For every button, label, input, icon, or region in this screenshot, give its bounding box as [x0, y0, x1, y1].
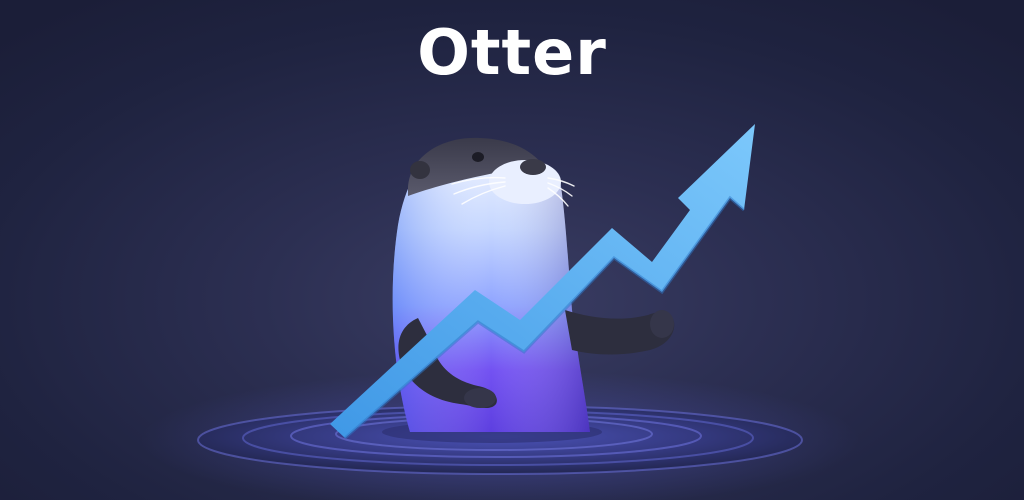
brand-title: Otter — [417, 16, 607, 89]
whiskers — [451, 176, 575, 207]
otter-mascot — [392, 137, 675, 432]
rising-arrow-chart — [330, 124, 755, 440]
